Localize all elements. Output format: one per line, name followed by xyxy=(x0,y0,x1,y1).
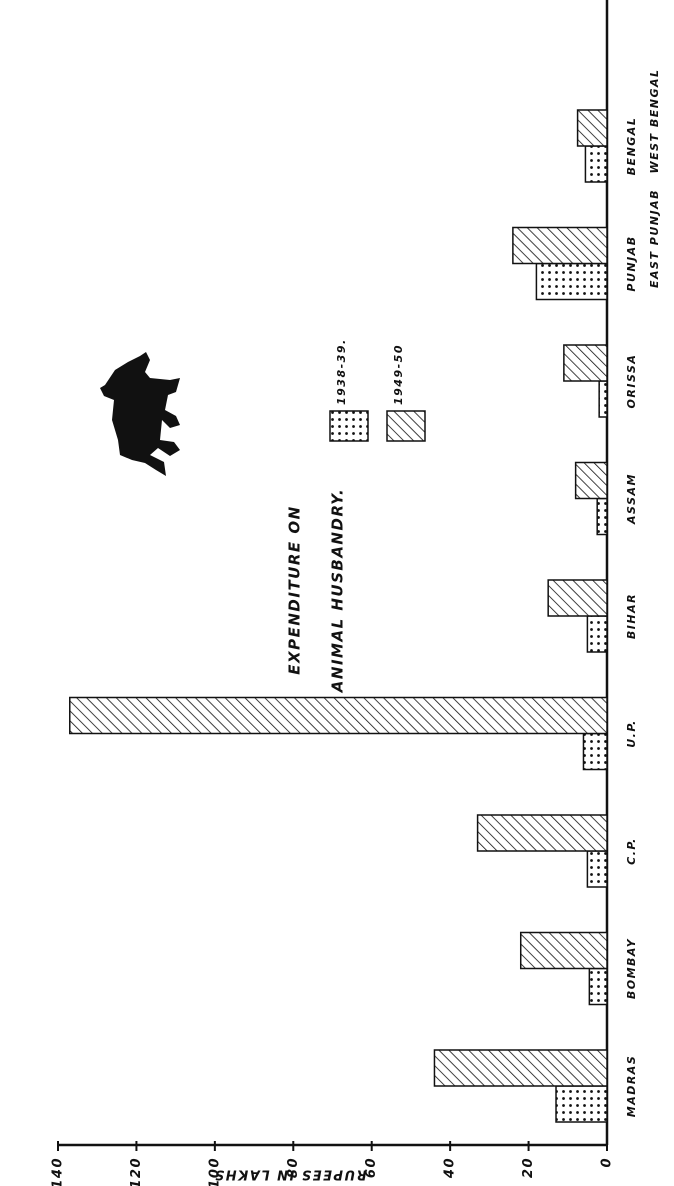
bar xyxy=(555,1085,608,1123)
bar xyxy=(586,615,608,653)
chart-title: EXPENDITURE ON xyxy=(286,505,304,674)
y-tick-label: 80 xyxy=(286,1157,301,1178)
bar xyxy=(574,461,608,500)
bar xyxy=(433,1049,608,1087)
x-tick-label: BOMBAY xyxy=(625,938,638,999)
chart-subtitle: ANIMAL HUSBANDRY. xyxy=(329,488,347,693)
bar xyxy=(582,732,608,771)
x-tick-label: PUNJAB xyxy=(625,235,638,291)
cow-icon xyxy=(100,352,180,476)
bar xyxy=(588,967,608,1006)
legend-swatch xyxy=(386,410,426,442)
bar xyxy=(476,814,608,852)
bar xyxy=(69,696,608,735)
bar xyxy=(519,931,608,970)
x-tick-label: U.P. xyxy=(625,719,638,748)
y-tick-label: 40 xyxy=(443,1157,458,1179)
y-tick-label: 0 xyxy=(600,1157,615,1168)
x-tick-sublabel: WEST BENGAL xyxy=(648,68,661,173)
y-tick-label: 100 xyxy=(207,1157,222,1186)
y-tick-label: 60 xyxy=(364,1157,379,1178)
x-tick-label: C.P. xyxy=(625,837,638,865)
x-tick-label: ORISSA xyxy=(625,354,638,409)
y-tick-label: 120 xyxy=(129,1157,144,1186)
y-axis-label: RUPEES IN LAKHS xyxy=(213,1167,366,1182)
x-tick-sublabel: EAST PUNJAB xyxy=(648,189,661,288)
bar xyxy=(512,226,608,265)
legend-label: 1938-39. xyxy=(335,338,348,405)
x-tick-label: BIHAR xyxy=(625,593,638,639)
y-tick-label: 140 xyxy=(51,1157,66,1186)
legend-label: 1949-50 xyxy=(392,344,405,405)
bar xyxy=(547,579,608,617)
legend-swatch xyxy=(329,410,369,442)
x-tick-label: MADRAS xyxy=(625,1055,638,1118)
bar xyxy=(584,145,608,183)
x-tick-label: BENGAL xyxy=(625,117,638,176)
bar xyxy=(563,344,608,382)
bar xyxy=(586,850,608,888)
y-tick-label: 20 xyxy=(521,1157,536,1178)
bar xyxy=(576,109,608,147)
bar xyxy=(598,380,608,418)
bar xyxy=(535,262,608,301)
bar xyxy=(596,497,608,536)
x-tick-label: ASSAM xyxy=(625,473,638,525)
plot: EXPENDITURE ON ANIMAL HUSBANDRY. 0 20 40 60… xyxy=(51,0,661,1186)
